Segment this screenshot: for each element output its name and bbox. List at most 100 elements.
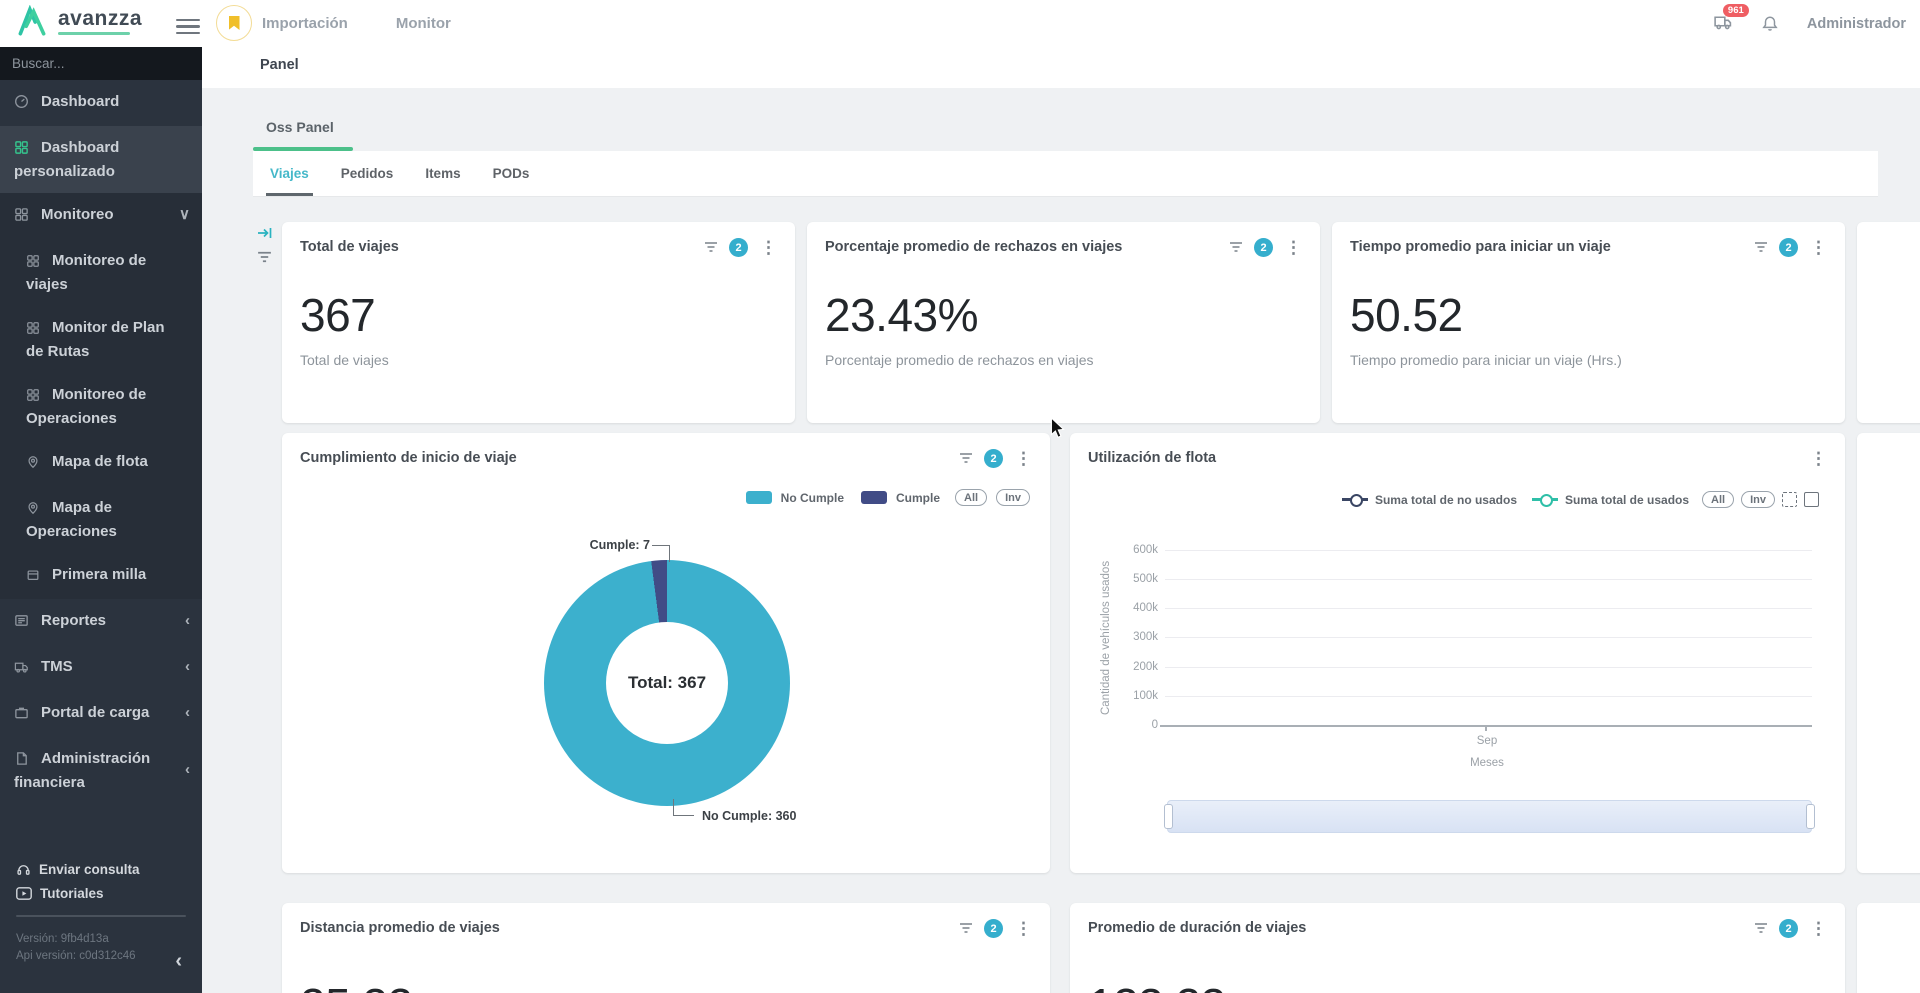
bookmark-button[interactable] (216, 5, 252, 41)
sidebar-item-dashboard[interactable]: Dashboard (0, 80, 202, 126)
legend-label[interactable]: Suma total de usados (1565, 492, 1690, 507)
topbar: avanzza Importación Monitor 961 Adminis (0, 0, 1920, 47)
sidebar-item-monitor-de-plan-de-rutas[interactable]: Monitor de Plan de Rutas (26, 319, 165, 360)
more-options-icon[interactable]: ⋮ (760, 238, 777, 257)
more-options-icon[interactable]: ⋮ (1015, 449, 1032, 468)
filter-icon[interactable] (1753, 922, 1769, 936)
legend-all-button[interactable]: All (955, 489, 988, 506)
sidebar-item-portal-de-carga[interactable]: Portal de carga ‹ (0, 691, 202, 737)
zoom-select-icon[interactable] (1782, 492, 1797, 507)
legend-swatch-no-cumple[interactable] (745, 491, 772, 504)
truck-icon (14, 659, 29, 680)
filter-icon[interactable] (1753, 241, 1769, 255)
filter-icon[interactable] (958, 452, 974, 466)
box-icon (26, 567, 40, 588)
notification-count-badge: 961 (1722, 3, 1749, 17)
filter-count-badge[interactable]: 2 (729, 238, 748, 257)
sidebar-collapse-button[interactable]: ‹ (175, 950, 182, 972)
kpi-subtitle: Porcentaje promedio de rechazos en viaje… (825, 352, 1094, 368)
sidebar-item-mapa-de-flota[interactable]: Mapa de flota (0, 440, 202, 486)
kpi-value: 25.32 (300, 978, 413, 993)
legend-swatch-cumple[interactable] (861, 491, 888, 504)
subtab-viajes[interactable]: Viajes (266, 151, 313, 196)
subtab-pods[interactable]: PODs (492, 166, 530, 181)
monitor-grid-icon (26, 387, 40, 408)
fleet-alerts-button[interactable]: 961 (1713, 3, 1749, 35)
more-options-icon[interactable]: ⋮ (1810, 449, 1827, 468)
chevron-down-icon: ∨ (179, 205, 190, 223)
filter-icon[interactable] (958, 922, 974, 936)
leader-line (673, 799, 694, 816)
sidebar-item-monitoreo-de-viajes[interactable]: Monitoreo de viajes (26, 252, 147, 293)
tab-oss-panel[interactable]: Oss Panel (266, 119, 334, 135)
report-list-icon (14, 613, 29, 634)
filter-count-badge[interactable]: 2 (1254, 238, 1273, 257)
legend-all-button[interactable]: All (1702, 491, 1735, 508)
more-options-icon[interactable]: ⋮ (1015, 919, 1032, 938)
filter-count-badge[interactable]: 2 (1779, 919, 1798, 938)
sidebar-item-monitoreo[interactable]: Monitoreo ∨ (0, 193, 202, 239)
filter-gutter-icon[interactable] (256, 250, 273, 270)
card-title: Distancia promedio de viajes (300, 920, 500, 936)
kpi-card-total-viajes: Total de viajes 2 ⋮ 367 Total de viajes (282, 222, 795, 423)
legend-label[interactable]: No Cumple (780, 490, 845, 505)
user-menu[interactable]: Administrador (1806, 15, 1906, 32)
kpi-value: 123.23 (1088, 978, 1226, 993)
fleet-line-chart[interactable]: Cantidad de vehículos usados 600k 500k 4… (1070, 433, 1845, 873)
truck-icon (1714, 15, 1732, 29)
sidebar-item-primera-milla[interactable]: Primera milla (0, 553, 202, 599)
send-query-link[interactable]: Enviar consulta (16, 862, 186, 877)
brand-logo[interactable]: avanzza (14, 5, 142, 37)
sidebar-item-monitoreo-de-operaciones[interactable]: Monitoreo de Operaciones (26, 386, 147, 427)
more-options-icon[interactable]: ⋮ (1285, 238, 1302, 257)
tutorials-link[interactable]: Tutoriales (16, 886, 186, 901)
subtab-items[interactable]: Items (425, 166, 461, 181)
legend-marker-no-usados[interactable] (1341, 494, 1368, 506)
donut-chart[interactable]: Total: 367 (544, 560, 790, 806)
data-zoom-slider[interactable] (1164, 800, 1815, 833)
y-tick: 100k (1133, 690, 1158, 702)
sidebar: Buscar... Dashboard Dashboard personaliz… (0, 47, 202, 993)
headset-icon (17, 865, 30, 875)
more-options-icon[interactable]: ⋮ (1810, 238, 1827, 257)
sidebar-item-dashboard-personalizado[interactable]: Dashboard personalizado (0, 126, 202, 193)
sidebar-item-reportes[interactable]: Reportes ‹ (0, 599, 202, 645)
legend-inv-button[interactable]: Inv (996, 489, 1030, 506)
sidebar-item-mapa-de-operaciones[interactable]: Mapa de Operaciones (26, 499, 117, 540)
legend-marker-usados[interactable] (1532, 494, 1558, 506)
filter-count-badge[interactable]: 2 (984, 919, 1003, 938)
mouse-cursor (1050, 416, 1065, 444)
chart-card-clipped (1857, 433, 1920, 873)
legend-inv-button[interactable]: Inv (1741, 491, 1775, 508)
brand-wordmark: avanzza (58, 7, 143, 30)
sidebar-item-administracion-financiera[interactable]: Administración financiera ‹ (14, 750, 190, 791)
more-options-icon[interactable]: ⋮ (1810, 919, 1827, 938)
bell-icon[interactable] (1761, 15, 1779, 33)
filter-count-badge[interactable]: 2 (984, 449, 1003, 468)
chevron-left-icon: ‹ (185, 703, 190, 721)
pin-panel-icon[interactable] (257, 226, 273, 245)
divider (16, 915, 186, 917)
legend-label[interactable]: Suma total de no usados (1374, 492, 1517, 507)
slider-handle-left[interactable] (1164, 804, 1173, 829)
legend-label[interactable]: Cumple (896, 490, 941, 505)
menu-toggle-icon[interactable] (176, 15, 200, 38)
gridline (1165, 550, 1812, 551)
filter-icon[interactable] (703, 241, 719, 255)
gridline (1165, 696, 1812, 697)
kpi-subtitle: Tiempo promedio para iniciar un viaje (H… (1350, 352, 1622, 368)
fleet-card: Utilización de flota ⋮ Suma total de no … (1070, 433, 1845, 873)
subtab-pedidos[interactable]: Pedidos (340, 166, 394, 181)
slider-handle-right[interactable] (1806, 804, 1815, 829)
card-title: Cumplimiento de inicio de viaje (300, 450, 517, 466)
filter-icon[interactable] (1228, 241, 1244, 255)
nav-item-monitor[interactable]: Monitor (395, 15, 451, 32)
zoom-reset-icon[interactable] (1804, 492, 1819, 507)
nav-item-importacion[interactable]: Importación (262, 15, 348, 32)
filter-count-badge[interactable]: 2 (1779, 238, 1798, 257)
duracion-card: Promedio de duración de viajes 2 ⋮ 123.2… (1070, 903, 1845, 993)
top-navigation: Importación Monitor (262, 0, 451, 47)
search-input[interactable]: Buscar... (0, 47, 202, 80)
sidebar-item-tms[interactable]: TMS ‹ (0, 645, 202, 691)
